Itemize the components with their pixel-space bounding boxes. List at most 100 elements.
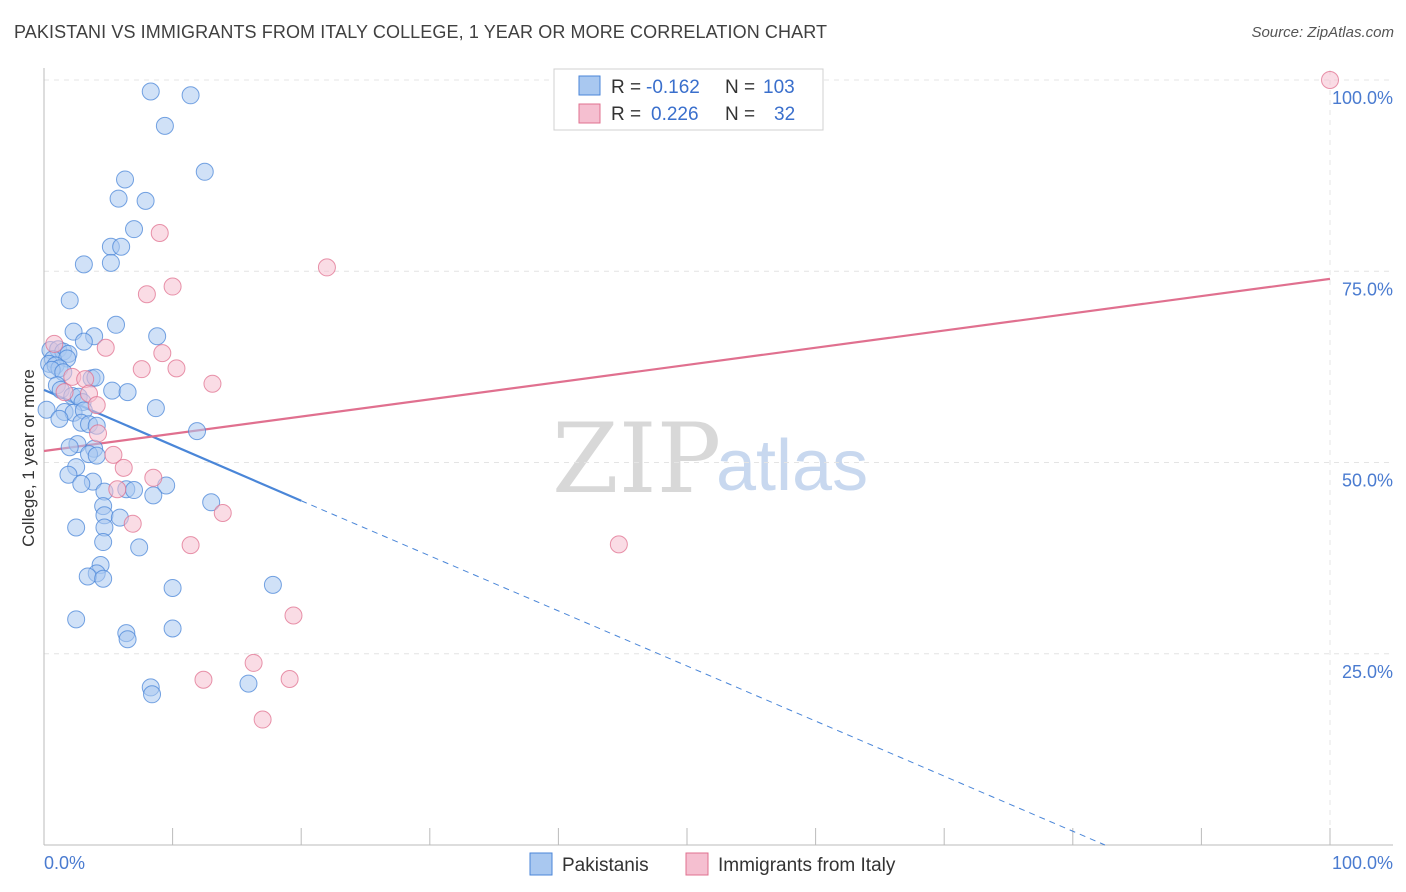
legend-r-value-0: -0.162 — [646, 77, 700, 98]
point-pakistanis-68 — [94, 533, 113, 552]
point-pakistanis-75 — [163, 578, 182, 597]
point-pakistanis-81 — [239, 674, 258, 693]
point-italy-7 — [153, 344, 172, 363]
point-pakistanis-79 — [118, 630, 137, 649]
point-italy-6 — [96, 338, 115, 357]
trend-line-extension-pakistanis — [301, 500, 1106, 846]
chart-title: PAKISTANI VS IMMIGRANTS FROM ITALY COLLE… — [14, 22, 828, 42]
point-pakistanis-33 — [103, 381, 122, 400]
source-label: Source: ZipAtlas.com — [1251, 24, 1394, 41]
point-pakistanis-56 — [72, 474, 91, 493]
point-pakistanis-34 — [118, 383, 137, 402]
point-italy-26 — [244, 653, 263, 672]
legend-box: R = -0.162 N = 103 R = 0.226 N = 32 — [553, 68, 824, 131]
bottom-legend-swatch-pakistanis — [529, 852, 553, 876]
point-pakistanis-47 — [188, 422, 207, 441]
point-pakistanis-43 — [50, 409, 69, 428]
scatter-points — [37, 71, 1339, 729]
point-pakistanis-54 — [59, 465, 78, 484]
point-italy-23 — [609, 535, 628, 554]
point-italy-12 — [203, 374, 222, 393]
point-italy-0 — [1321, 71, 1339, 89]
watermark-zip: ZIP — [552, 403, 721, 515]
point-pakistanis-2 — [155, 116, 174, 135]
point-pakistanis-52 — [87, 446, 106, 465]
point-pakistanis-77 — [163, 619, 182, 638]
legend-n-value-0: 103 — [763, 77, 795, 98]
point-italy-29 — [253, 710, 272, 729]
point-pakistanis-1 — [181, 86, 200, 105]
point-pakistanis-13 — [107, 315, 126, 334]
point-italy-13 — [55, 383, 74, 402]
y-tick-label-100: 100.0% — [1332, 88, 1393, 108]
point-pakistanis-0 — [141, 82, 160, 101]
trend-line-italy — [43, 277, 1331, 453]
point-italy-19 — [144, 468, 163, 487]
point-pakistanis-7 — [125, 220, 144, 239]
point-italy-16 — [89, 424, 108, 443]
point-pakistanis-6 — [136, 191, 155, 210]
bottom-legend-pakistanis: Pakistanis — [562, 855, 649, 876]
y-tick-label-25: 25.0% — [1342, 662, 1393, 682]
point-italy-4 — [137, 285, 156, 304]
point-italy-2 — [317, 258, 336, 277]
y-tick-label-50: 50.0% — [1342, 471, 1393, 491]
bottom-legend-swatch-italy — [685, 852, 709, 876]
legend-swatch-pink — [578, 103, 601, 124]
watermark-atlas: atlas — [716, 426, 868, 506]
point-italy-15 — [87, 396, 106, 415]
point-italy-27 — [194, 670, 213, 689]
point-italy-21 — [213, 503, 232, 522]
legend-n-label-1: N = — [725, 104, 755, 125]
point-pakistanis-17 — [74, 332, 93, 351]
y-axis-label: College, 1 year or more — [19, 369, 38, 547]
axes — [43, 68, 1393, 846]
point-pakistanis-42 — [146, 399, 165, 418]
point-pakistanis-73 — [94, 569, 113, 588]
point-pakistanis-66 — [67, 518, 86, 537]
gridlines — [44, 70, 1393, 845]
point-italy-22 — [123, 514, 142, 533]
point-italy-8 — [167, 359, 186, 378]
point-pakistanis-76 — [67, 610, 86, 629]
point-italy-9 — [132, 360, 151, 379]
point-italy-17 — [104, 445, 123, 464]
point-pakistanis-12 — [60, 291, 79, 310]
point-italy-3 — [163, 277, 182, 296]
point-pakistanis-10 — [101, 253, 120, 272]
legend-n-label-0: N = — [725, 77, 755, 98]
point-pakistanis-72 — [78, 567, 97, 586]
point-pakistanis-82 — [143, 685, 162, 704]
legend-r-label-0: R = — [611, 77, 641, 98]
point-pakistanis-62 — [202, 493, 221, 512]
point-pakistanis-38 — [37, 400, 56, 419]
point-italy-5 — [45, 334, 64, 353]
legend-n-value-1: 32 — [774, 104, 795, 125]
point-pakistanis-15 — [148, 327, 167, 346]
point-pakistanis-49 — [60, 438, 79, 457]
y-tick-labels: 25.0% 50.0% 75.0% 100.0% — [1332, 88, 1393, 682]
legend-r-value-1: 0.226 — [651, 104, 699, 125]
x-tick-label-max: 100.0% — [1332, 853, 1393, 873]
point-italy-25 — [284, 606, 303, 625]
point-italy-28 — [280, 669, 299, 688]
point-italy-18 — [114, 458, 133, 477]
point-pakistanis-61 — [144, 486, 163, 505]
point-pakistanis-3 — [195, 162, 214, 181]
bottom-legend-italy: Immigrants from Italy — [718, 855, 896, 876]
trend-lines — [43, 277, 1331, 846]
point-pakistanis-9 — [112, 237, 131, 256]
legend-r-label-1: R = — [611, 104, 641, 125]
point-italy-24 — [181, 536, 200, 555]
point-italy-20 — [108, 480, 127, 499]
point-pakistanis-5 — [109, 189, 128, 208]
legend-swatch-blue — [578, 75, 601, 96]
x-tick-label-min: 0.0% — [44, 853, 85, 873]
point-italy-1 — [150, 224, 169, 242]
bottom-legend: Pakistanis Immigrants from Italy — [529, 852, 896, 876]
point-pakistanis-59 — [125, 481, 144, 500]
y-tick-label-75: 75.0% — [1342, 279, 1393, 299]
point-pakistanis-69 — [130, 538, 149, 557]
point-pakistanis-4 — [116, 170, 135, 189]
